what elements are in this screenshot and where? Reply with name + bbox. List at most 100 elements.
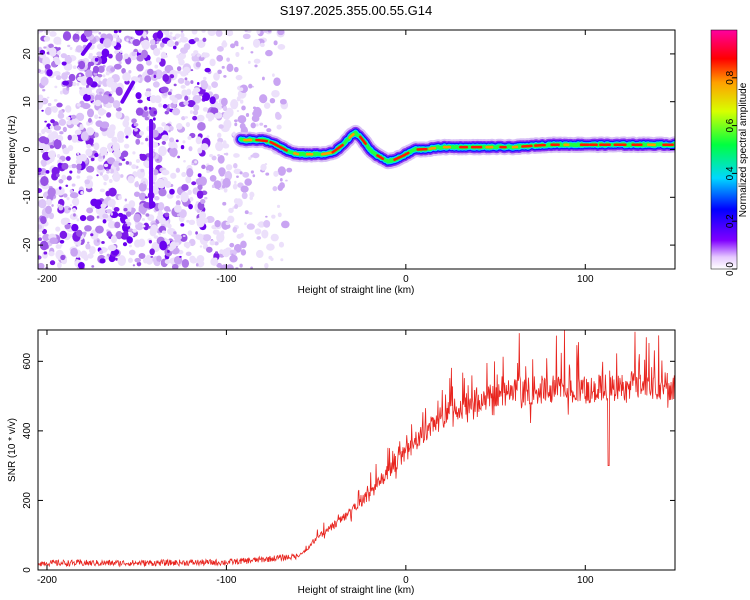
heatmap-cell bbox=[265, 215, 268, 218]
heatmap-cell bbox=[239, 122, 246, 130]
heatmap-cell bbox=[138, 49, 142, 53]
heatmap-cell bbox=[90, 30, 100, 34]
heatmap-cell bbox=[140, 142, 144, 145]
heatmap-cell bbox=[48, 251, 55, 257]
heatmap-cell bbox=[86, 165, 95, 173]
heatmap-cell bbox=[113, 206, 120, 212]
heatmap-ridge-peak bbox=[358, 135, 367, 145]
plot-frame bbox=[37, 329, 676, 571]
heatmap-cell bbox=[233, 163, 238, 169]
heatmap-cell bbox=[132, 228, 138, 233]
heatmap-cell bbox=[180, 191, 189, 203]
heatmap-cell bbox=[166, 193, 174, 199]
heatmap-cell bbox=[149, 95, 157, 104]
heatmap-cell bbox=[95, 225, 104, 234]
heatmap-cell bbox=[64, 223, 71, 230]
heatmap-cell bbox=[140, 40, 147, 46]
heatmap-ridge-peak bbox=[255, 138, 269, 143]
heatmap-cell bbox=[136, 54, 144, 62]
heatmap-cell bbox=[86, 215, 95, 222]
heatmap-cell bbox=[209, 96, 216, 105]
heatmap-cell bbox=[225, 221, 230, 226]
heatmap-cell bbox=[44, 106, 52, 116]
heatmap-cell bbox=[62, 147, 70, 155]
heatmap-cell bbox=[56, 262, 62, 269]
heatmap-cell bbox=[114, 221, 121, 229]
heatmap-cell bbox=[262, 30, 268, 33]
heatmap-cell bbox=[65, 156, 71, 161]
y-tick-label: 10 bbox=[22, 96, 33, 108]
heatmap-cell bbox=[218, 167, 226, 176]
heatmap-cell bbox=[154, 196, 160, 201]
heatmap-cell bbox=[49, 125, 53, 129]
heatmap-cell bbox=[245, 112, 250, 117]
heatmap-cell bbox=[138, 252, 146, 259]
heatmap-cell bbox=[135, 138, 141, 145]
heatmap-cell bbox=[106, 229, 110, 232]
heatmap-cell bbox=[252, 174, 256, 178]
heatmap-cell bbox=[59, 230, 68, 240]
heatmap-cell bbox=[213, 112, 223, 119]
heatmap-cell bbox=[121, 68, 126, 74]
heatmap-cell bbox=[156, 214, 164, 221]
heatmap-cell bbox=[175, 200, 181, 206]
heatmap-cell bbox=[184, 116, 188, 119]
heatmap-cell bbox=[56, 50, 61, 55]
heatmap-cell bbox=[216, 232, 225, 243]
heatmap-cell bbox=[41, 228, 48, 235]
heatmap-cell bbox=[264, 262, 269, 269]
heatmap-cell bbox=[202, 92, 211, 102]
heatmap-cell bbox=[62, 31, 72, 41]
heatmap-cell bbox=[107, 77, 114, 85]
heatmap-cell bbox=[269, 98, 276, 104]
heatmap-cell bbox=[195, 231, 198, 235]
heatmap-cell bbox=[103, 181, 107, 186]
heatmap-cell bbox=[192, 94, 202, 104]
heatmap-cell bbox=[200, 198, 206, 205]
heatmap-cell bbox=[217, 154, 225, 164]
heatmap-cell bbox=[59, 239, 65, 244]
heatmap-cell bbox=[233, 168, 242, 175]
heatmap-cell bbox=[266, 128, 272, 133]
heatmap-cell bbox=[133, 213, 141, 223]
heatmap-cell bbox=[173, 231, 177, 235]
heatmap-cell bbox=[252, 38, 261, 48]
heatmap-cell bbox=[110, 235, 118, 244]
heatmap-cell bbox=[138, 192, 147, 201]
heatmap-cell bbox=[38, 255, 42, 260]
heatmap-cell bbox=[38, 98, 44, 110]
y-tick-label: -10 bbox=[22, 190, 33, 205]
heatmap-cell bbox=[275, 111, 281, 119]
heatmap-cell bbox=[111, 136, 118, 144]
heatmap-cell bbox=[266, 243, 275, 251]
heatmap-cell bbox=[281, 220, 290, 229]
heatmap-cell bbox=[145, 213, 150, 217]
heatmap-cell bbox=[242, 33, 251, 40]
heatmap-cell bbox=[144, 196, 148, 199]
heatmap-cell bbox=[121, 150, 129, 158]
heatmap-cell bbox=[106, 157, 116, 165]
heatmap-cell bbox=[199, 245, 203, 248]
heatmap-cell bbox=[198, 255, 203, 261]
heatmap-cell bbox=[125, 211, 132, 217]
heatmap-cell bbox=[134, 239, 141, 248]
heatmap-cell bbox=[156, 30, 164, 39]
heatmap-cell bbox=[110, 67, 116, 72]
heatmap-cell bbox=[51, 166, 60, 176]
heatmap-cell bbox=[259, 94, 268, 104]
heatmap-cell bbox=[94, 57, 99, 62]
heatmap-cell bbox=[169, 31, 173, 35]
heatmap-ridge bbox=[233, 124, 675, 170]
heatmap-cell bbox=[42, 144, 51, 152]
heatmap-cell bbox=[47, 133, 56, 141]
heatmap-cell bbox=[43, 46, 47, 49]
y-tick-label: 0 bbox=[22, 146, 33, 152]
heatmap-cell bbox=[184, 95, 189, 101]
heatmap-cell bbox=[87, 108, 95, 118]
heatmap-cell bbox=[179, 233, 188, 242]
heatmap-cell bbox=[241, 105, 246, 111]
heatmap-cell bbox=[71, 163, 77, 169]
heatmap-cell bbox=[235, 74, 243, 81]
heatmap-cell bbox=[248, 211, 253, 215]
heatmap-cell bbox=[191, 30, 198, 35]
